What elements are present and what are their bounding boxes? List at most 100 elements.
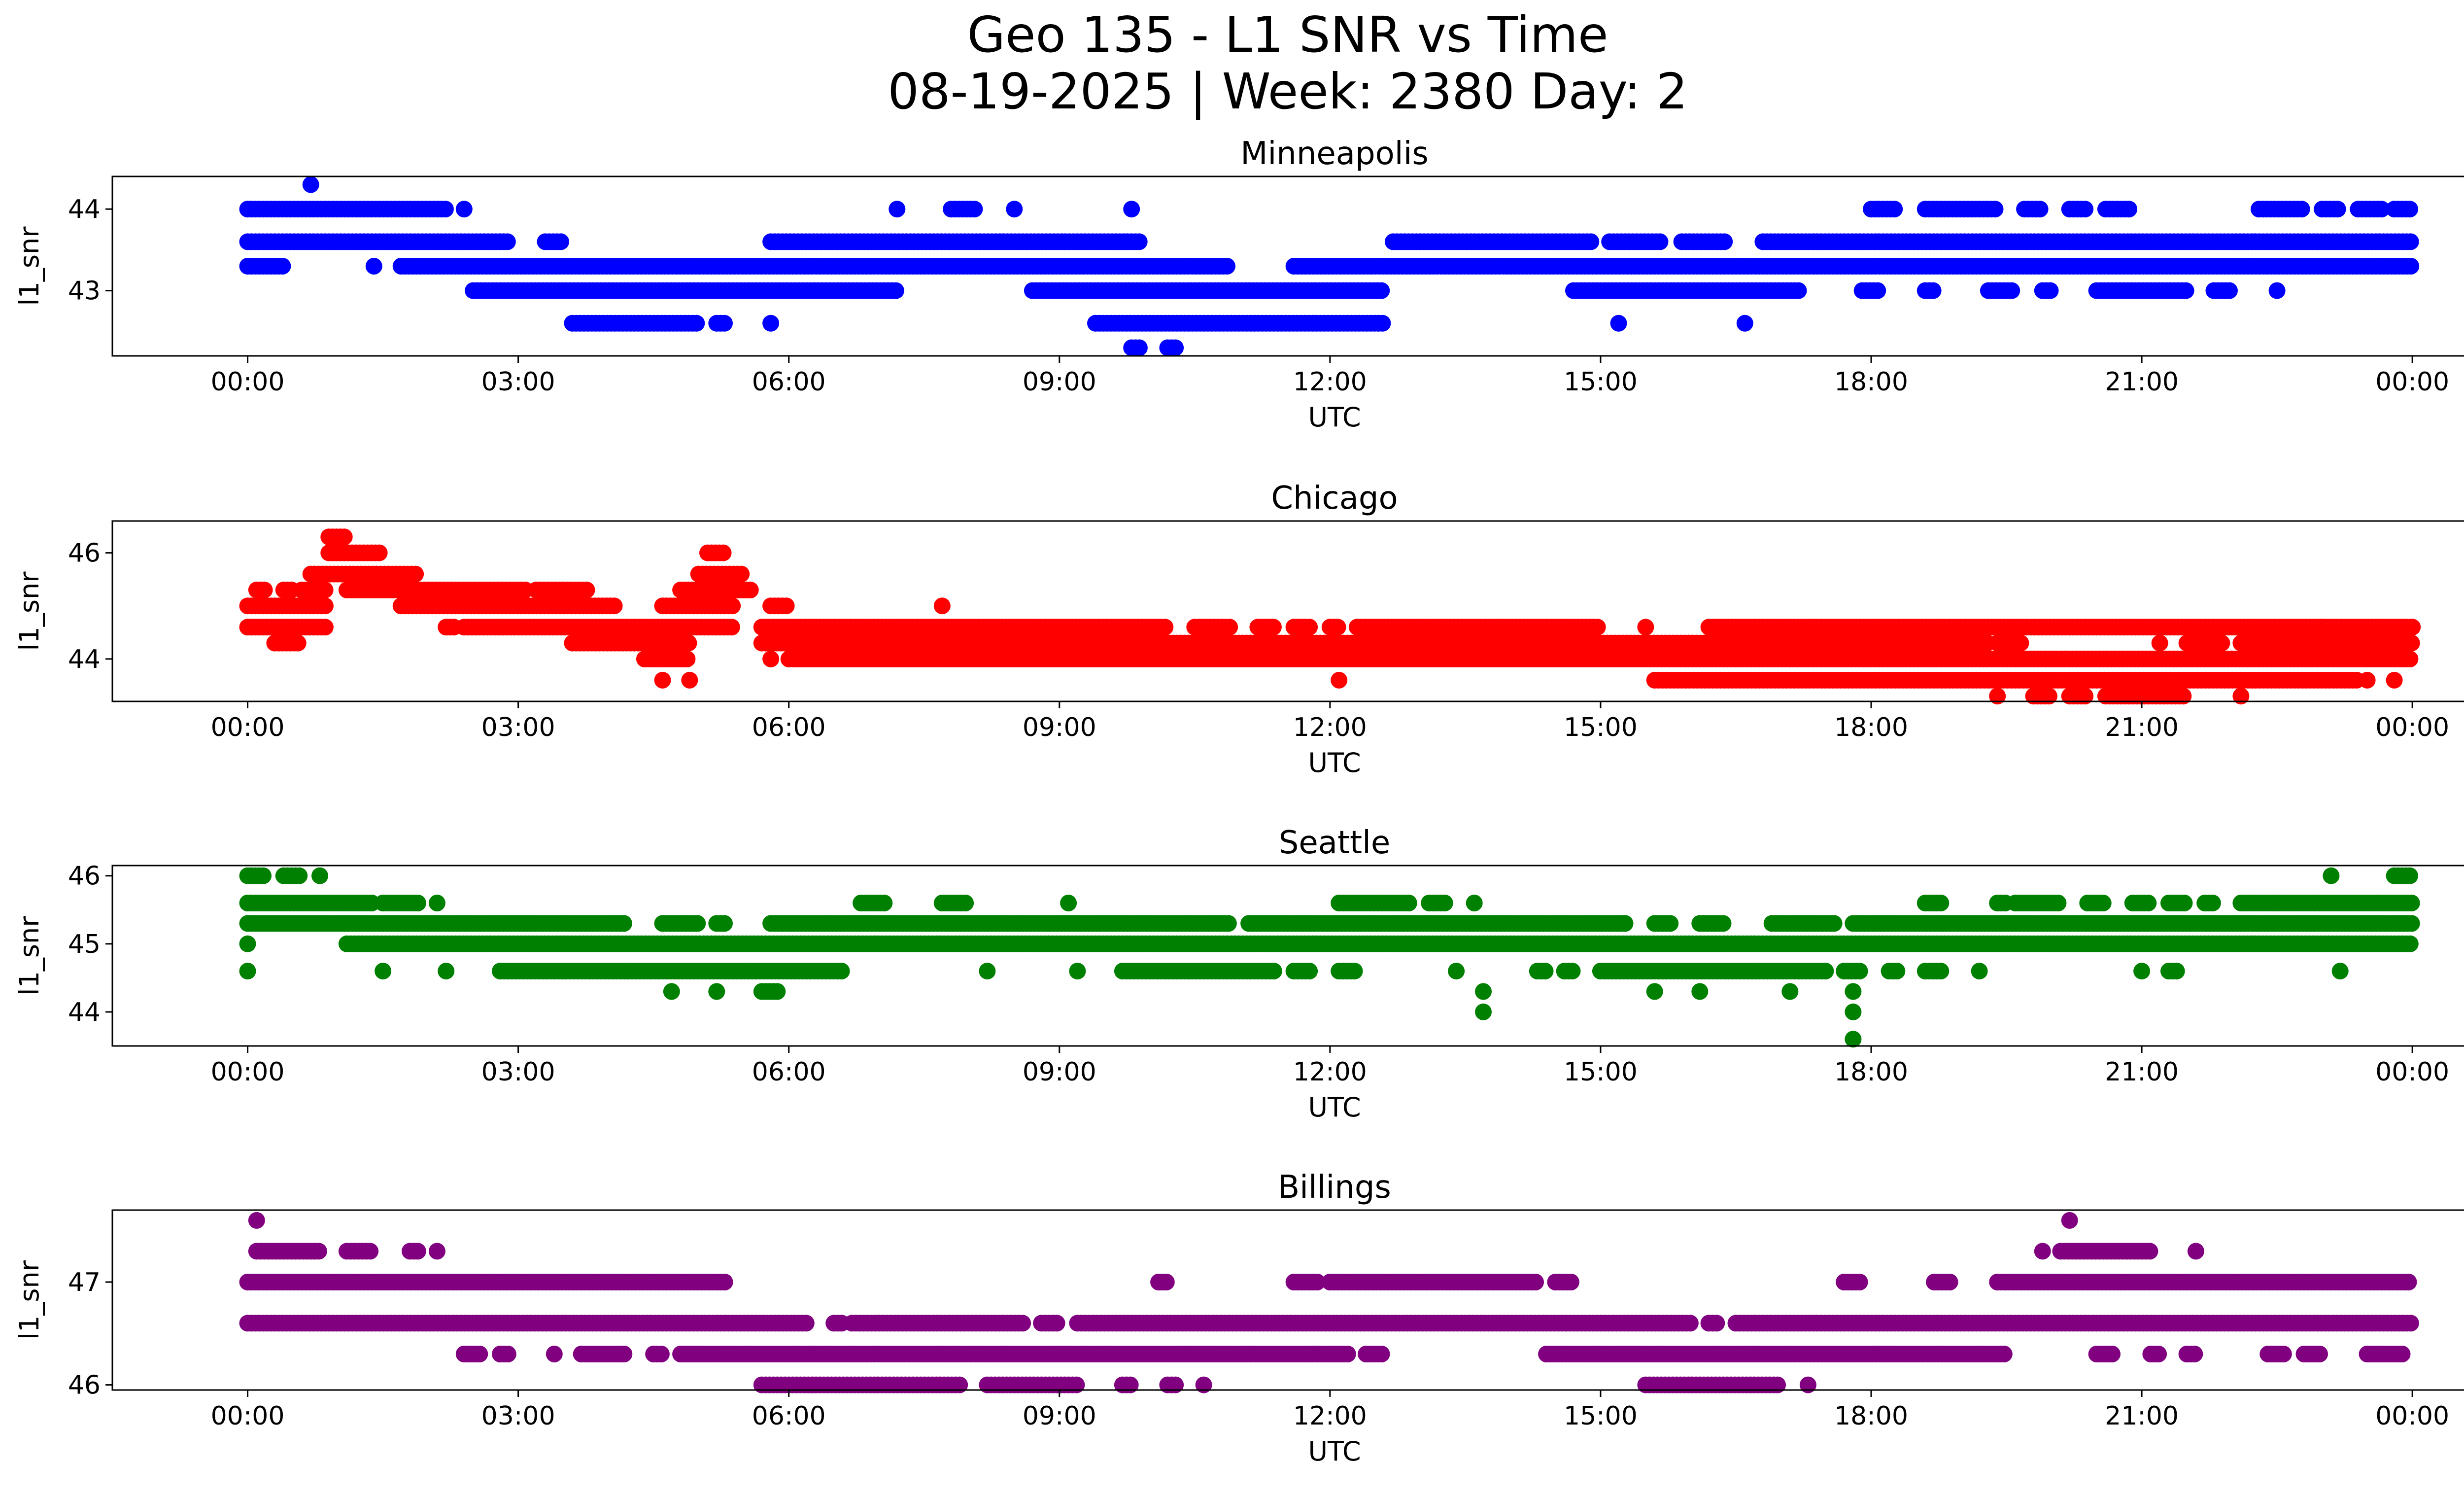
x-tick-label: 21:00 [2105,367,2179,397]
x-tick-label: 09:00 [1023,713,1096,742]
data-point [1167,339,1184,356]
data-point [302,176,319,193]
data-point [1817,963,1834,980]
data-point [2133,963,2151,980]
data-point [375,963,392,980]
data-point [2403,915,2420,932]
data-point [1157,619,1174,636]
data-point [1301,963,1318,980]
x-axis-label: UTC [1308,747,1361,778]
data-point [1265,619,1282,636]
data-point [362,1243,379,1260]
data-point [289,634,307,652]
data-point [239,935,256,952]
data-point [316,581,334,598]
y-tick-label: 46 [68,862,101,891]
data-point [311,867,328,884]
data-point [2323,867,2340,884]
data-point [1845,1031,1862,1048]
data-point [715,544,732,561]
data-point [1346,963,1363,980]
data-point [1329,619,1346,636]
x-tick-label: 06:00 [752,713,826,742]
data-point [2268,282,2286,299]
data-point [1781,983,1799,1000]
data-point [933,597,951,615]
data-point [1374,314,1391,332]
data-point [979,963,996,980]
data-point [365,258,382,275]
data-point [2221,282,2238,299]
data-point [2094,895,2112,911]
y-tick-label: 46 [68,539,101,568]
data-point [889,201,906,218]
data-point [336,528,353,546]
data-point [2331,963,2349,980]
x-tick-label: 00:00 [211,367,285,397]
data-point [762,314,780,332]
x-tick-label: 00:00 [2375,713,2449,742]
data-point [2034,1243,2051,1260]
data-point [1069,963,1086,980]
data-point [578,581,595,598]
data-point [1331,671,1348,689]
series-chicago [239,528,2421,705]
data-point [1932,963,1950,980]
x-tick-label: 00:00 [2375,367,2449,397]
data-point [2401,867,2418,884]
data-point [1060,895,1077,911]
data-point [428,1243,445,1260]
data-point [316,619,334,636]
data-point [1851,963,1868,980]
data-point [2401,201,2418,218]
data-point [887,282,904,299]
y-axis-label: l1_snr [14,226,45,306]
data-point [742,581,759,598]
data-point [1646,983,1663,1000]
data-point [499,233,516,250]
data-point [679,650,696,667]
data-point [1637,619,1654,636]
data-point [2031,201,2049,218]
data-point [769,983,786,1000]
x-tick-label: 12:00 [1293,367,1367,397]
data-point [2141,1243,2158,1260]
data-point [1616,915,1634,932]
data-point [654,671,671,689]
data-point [689,915,706,932]
data-point [1537,963,1554,980]
data-point [724,597,741,615]
data-point [1582,233,1600,250]
data-point [2177,282,2194,299]
data-point [2151,634,2168,652]
x-tick-label: 15:00 [1564,367,1638,397]
x-tick-label: 12:00 [1293,1057,1367,1087]
panel-title: Chicago [1271,480,1398,517]
data-point [2012,634,2029,652]
data-point [663,983,680,1000]
data-point [1651,233,1669,250]
panel-title: Minneapolis [1240,136,1428,172]
data-point [708,983,725,1000]
panel-minneapolis: 00:00 03:00 06:00 09:00 12:00 15:00 18:00 21:00… [14,136,2464,433]
y-tick-label: 43 [68,277,101,306]
data-point [1220,915,1237,932]
data-point [2061,1212,2078,1229]
x-tick-label: 18:00 [1834,713,1908,742]
x-tick-label: 06:00 [752,367,826,397]
y-tick-label: 44 [68,645,101,674]
data-point [1986,201,2004,218]
data-point [256,581,273,598]
data-point [2403,895,2420,911]
data-point [1924,282,1942,299]
y-tick-label: 44 [68,998,101,1027]
data-point [2204,895,2221,911]
x-tick-label: 15:00 [1564,713,1638,742]
data-point [1845,983,1862,1000]
data-point [723,619,740,636]
x-tick-label: 00:00 [211,1057,285,1087]
figure-title-line1: Geo 135 - L1 SNR vs Time [967,6,1608,64]
data-point [407,565,424,583]
data-point [1006,201,1023,218]
